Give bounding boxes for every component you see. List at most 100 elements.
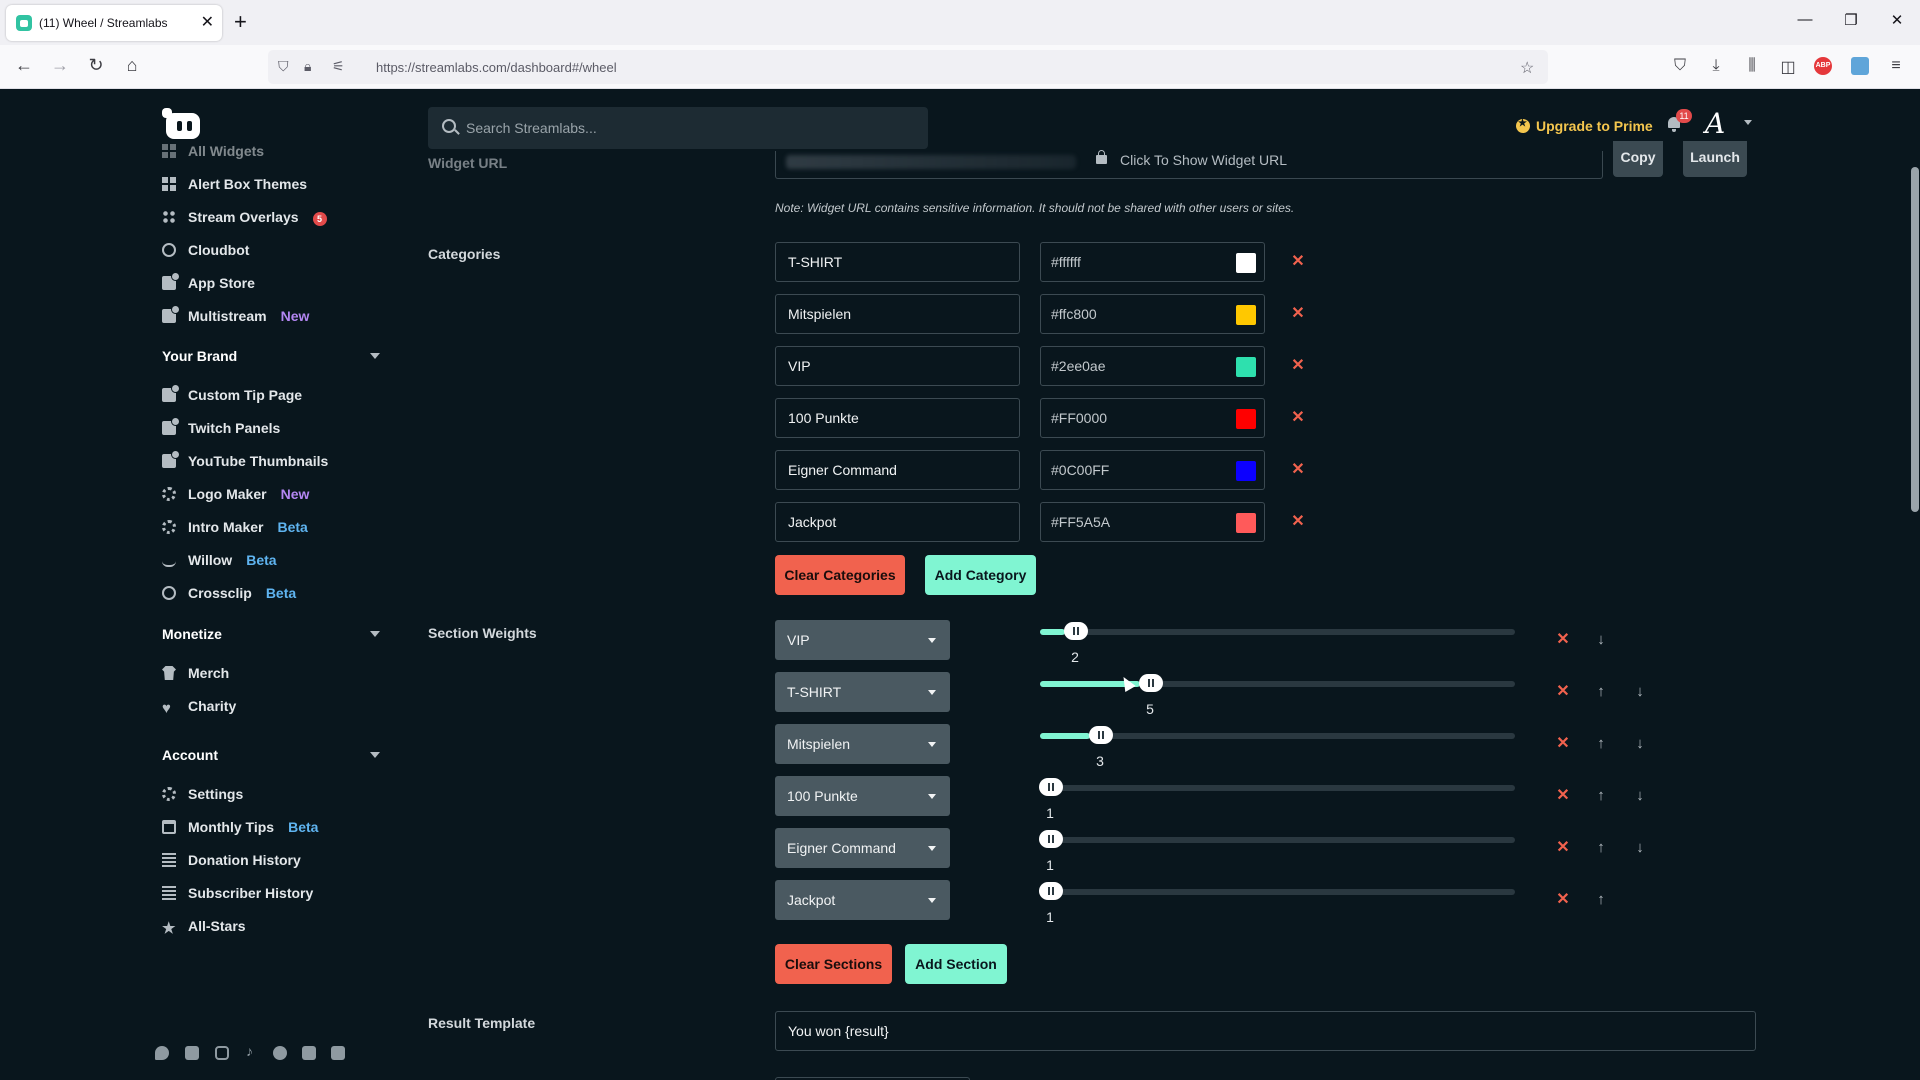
upgrade-to-prime-button[interactable]: Upgrade to Prime <box>1516 118 1653 134</box>
page-scrollbar[interactable] <box>1911 167 1919 512</box>
category-name-input[interactable]: Mitspielen <box>775 294 1020 334</box>
add-category-button[interactable]: Add Category <box>925 555 1036 595</box>
weight-slider[interactable] <box>1039 882 1515 900</box>
section-category-select[interactable]: Mitspielen <box>775 724 950 764</box>
sidebar-item-stream-overlays[interactable]: Stream Overlays 5 <box>162 209 327 229</box>
result-template-input[interactable]: You won {result} <box>775 1011 1756 1051</box>
extension-icon[interactable] <box>1851 57 1869 75</box>
url-text[interactable]: https://streamlabs.com/dashboard#/wheel <box>376 60 617 75</box>
lock-icon[interactable]: 🔒︎ <box>304 58 312 74</box>
search-input[interactable] <box>466 107 916 149</box>
remove-section-icon[interactable]: ✕ <box>1556 735 1570 752</box>
section-category-select[interactable]: 100 Punkte <box>775 776 950 816</box>
sidebar-item-charity[interactable]: ♥ Charity <box>162 698 236 718</box>
weight-slider[interactable] <box>1039 830 1515 848</box>
slider-handle[interactable] <box>1039 830 1063 848</box>
move-up-icon[interactable]: ↑ <box>1597 787 1605 804</box>
sidebar-item-settings[interactable]: Settings <box>162 786 243 806</box>
clear-sections-button[interactable]: Clear Sections <box>775 944 892 984</box>
browser-tab[interactable]: (11) Wheel / Streamlabs ✕ <box>6 5 222 41</box>
new-tab-icon[interactable]: + <box>234 9 247 34</box>
move-down-icon[interactable]: ↓ <box>1636 683 1644 700</box>
downloads-icon[interactable]: ⤓ <box>1712 57 1720 74</box>
instagram-icon[interactable] <box>215 1046 229 1060</box>
color-swatch[interactable] <box>1236 357 1256 377</box>
adblock-extension-icon[interactable]: ABP <box>1814 57 1832 75</box>
home-icon[interactable]: ⌂ <box>126 55 138 75</box>
bell-icon[interactable] <box>1667 116 1681 132</box>
chevron-down-icon[interactable] <box>370 353 380 359</box>
sidebar-item-subscriber-history[interactable]: Subscriber History <box>162 885 313 905</box>
remove-section-icon[interactable]: ✕ <box>1556 683 1570 700</box>
slider-handle[interactable] <box>1089 726 1113 744</box>
back-icon[interactable]: ← <box>15 55 33 75</box>
category-color-input[interactable]: #0C00FF <box>1040 450 1265 490</box>
linkedin-icon[interactable] <box>302 1046 316 1060</box>
chevron-down-icon[interactable] <box>1744 120 1752 125</box>
avatar[interactable]: A <box>1705 107 1726 140</box>
clear-categories-button[interactable]: Clear Categories <box>775 555 905 595</box>
move-down-icon[interactable]: ↓ <box>1636 735 1644 752</box>
section-your-brand[interactable]: Your Brand <box>162 348 388 368</box>
move-down-icon[interactable]: ↓ <box>1636 787 1644 804</box>
remove-category-icon[interactable]: ✕ <box>1291 513 1305 530</box>
remove-category-icon[interactable]: ✕ <box>1291 357 1305 374</box>
weight-slider[interactable] <box>1040 726 1515 744</box>
pocket-icon[interactable]: ⛉ <box>1673 57 1686 74</box>
partial-field[interactable] <box>775 1077 970 1080</box>
sidebar-toggle-icon[interactable]: ◫ <box>1780 59 1796 76</box>
sidebar-item-app-store[interactable]: App Store <box>162 272 255 295</box>
show-widget-url-link[interactable]: Click To Show Widget URL <box>1120 152 1288 168</box>
window-close-icon[interactable]: ✕ <box>1890 12 1904 29</box>
remove-category-icon[interactable]: ✕ <box>1291 305 1305 322</box>
chevron-down-icon[interactable] <box>370 752 380 758</box>
sidebar-item-alert-box-themes[interactable]: Alert Box Themes <box>162 176 307 196</box>
chevron-down-icon[interactable] <box>370 631 380 637</box>
youtube-icon[interactable] <box>185 1046 199 1060</box>
slider-handle[interactable] <box>1039 882 1063 900</box>
library-icon[interactable]: ⫼ <box>1748 57 1756 74</box>
remove-category-icon[interactable]: ✕ <box>1291 461 1305 478</box>
sidebar-item-all-widgets[interactable]: All Widgets <box>162 143 264 163</box>
move-up-icon[interactable]: ↑ <box>1597 683 1605 700</box>
shield-icon[interactable]: ⛉ <box>278 58 289 74</box>
section-category-select[interactable]: T-SHIRT <box>775 672 950 712</box>
move-up-icon[interactable]: ↑ <box>1597 735 1605 752</box>
streamlabs-logo-icon[interactable] <box>162 105 202 141</box>
add-section-button[interactable]: Add Section <box>905 944 1007 984</box>
sidebar-item-donation-history[interactable]: Donation History <box>162 852 301 872</box>
category-name-input[interactable]: 100 Punkte <box>775 398 1020 438</box>
color-swatch[interactable] <box>1236 461 1256 481</box>
forward-icon[interactable]: → <box>51 55 69 75</box>
launch-button[interactable]: Launch <box>1683 141 1747 177</box>
slider-handle[interactable] <box>1039 778 1063 796</box>
facebook-icon[interactable] <box>273 1046 287 1060</box>
color-swatch[interactable] <box>1236 253 1256 273</box>
widget-url-field[interactable]: Click To Show Widget URL <box>775 150 1603 179</box>
sidebar-item-intro-maker[interactable]: Intro Maker Beta <box>162 519 308 539</box>
reload-icon[interactable]: ↻ <box>88 55 104 75</box>
remove-category-icon[interactable]: ✕ <box>1291 253 1305 270</box>
category-color-input[interactable]: #2ee0ae <box>1040 346 1265 386</box>
bookmark-star-icon[interactable]: ☆ <box>1520 60 1535 77</box>
search-box[interactable] <box>428 107 928 149</box>
sidebar-item-youtube-thumbnails[interactable]: YouTube Thumbnails <box>162 450 328 473</box>
copy-button[interactable]: Copy <box>1613 141 1663 177</box>
category-name-input[interactable]: VIP <box>775 346 1020 386</box>
url-bar[interactable]: ⛉ 🔒︎ ⚟ https://streamlabs.com/dashboard#… <box>268 50 1548 84</box>
sidebar-item-monthly-tips[interactable]: Monthly Tips Beta <box>162 819 318 839</box>
sidebar-item-cloudbot[interactable]: Cloudbot <box>162 242 249 262</box>
sidebar-item-multistream[interactable]: Multistream New <box>162 305 309 328</box>
color-swatch[interactable] <box>1236 305 1256 325</box>
sidebar-item-all-stars[interactable]: ★ All-Stars <box>162 918 246 938</box>
section-category-select[interactable]: VIP <box>775 620 950 660</box>
section-category-select[interactable]: Jackpot <box>775 880 950 920</box>
category-color-input[interactable]: #ffffff <box>1040 242 1265 282</box>
remove-section-icon[interactable]: ✕ <box>1556 787 1570 804</box>
category-color-input[interactable]: #FF5A5A <box>1040 502 1265 542</box>
section-category-select[interactable]: Eigner Command <box>775 828 950 868</box>
section-monetize[interactable]: Monetize <box>162 626 388 646</box>
section-account[interactable]: Account <box>162 747 388 767</box>
remove-section-icon[interactable]: ✕ <box>1556 631 1570 648</box>
restore-icon[interactable]: ❐ <box>1844 12 1858 29</box>
